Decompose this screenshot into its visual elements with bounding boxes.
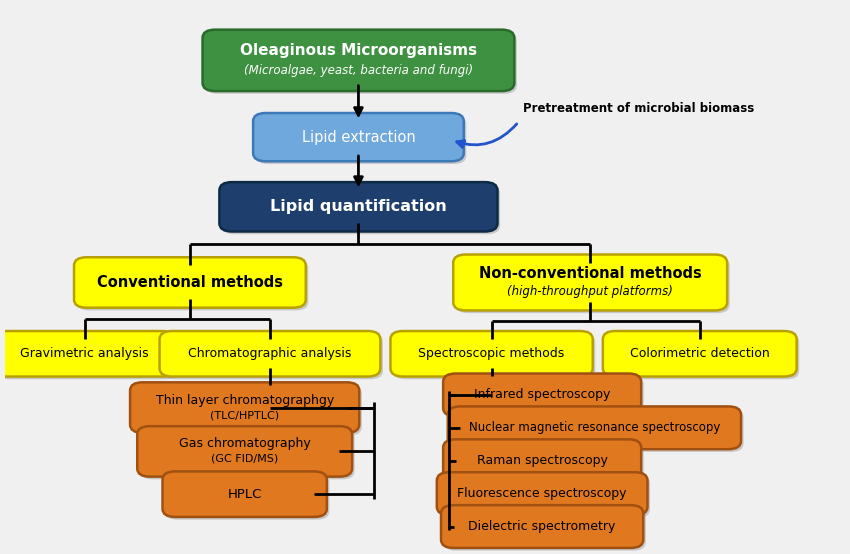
FancyBboxPatch shape <box>76 260 309 310</box>
FancyBboxPatch shape <box>441 505 643 548</box>
FancyBboxPatch shape <box>456 257 729 313</box>
FancyBboxPatch shape <box>450 409 744 452</box>
FancyBboxPatch shape <box>205 32 517 94</box>
Text: Gas chromatography: Gas chromatography <box>178 438 310 450</box>
FancyBboxPatch shape <box>162 334 382 379</box>
FancyBboxPatch shape <box>393 334 595 379</box>
FancyBboxPatch shape <box>253 113 464 161</box>
FancyBboxPatch shape <box>0 334 178 379</box>
Text: (TLC/HPTLC): (TLC/HPTLC) <box>210 410 280 420</box>
FancyBboxPatch shape <box>160 331 380 377</box>
Text: (Microalgae, yeast, bacteria and fungi): (Microalgae, yeast, bacteria and fungi) <box>244 64 473 77</box>
FancyBboxPatch shape <box>605 334 799 379</box>
Text: Colorimetric detection: Colorimetric detection <box>630 347 769 360</box>
Text: (high-throughput platforms): (high-throughput platforms) <box>507 285 673 297</box>
FancyBboxPatch shape <box>443 439 641 482</box>
FancyBboxPatch shape <box>603 331 796 377</box>
Text: Conventional methods: Conventional methods <box>97 275 283 290</box>
Text: Fluorescence spectroscopy: Fluorescence spectroscopy <box>457 487 627 500</box>
Text: Oleaginous Microorganisms: Oleaginous Microorganisms <box>240 43 477 58</box>
FancyBboxPatch shape <box>453 254 727 310</box>
Text: HPLC: HPLC <box>228 488 262 501</box>
FancyBboxPatch shape <box>137 426 352 476</box>
FancyBboxPatch shape <box>445 442 643 485</box>
Text: Infrared spectroscopy: Infrared spectroscopy <box>474 388 610 402</box>
FancyBboxPatch shape <box>202 30 514 91</box>
Text: Nuclear magnetic resonance spectroscopy: Nuclear magnetic resonance spectroscopy <box>468 422 720 434</box>
FancyBboxPatch shape <box>437 472 648 515</box>
Text: Non-conventional methods: Non-conventional methods <box>479 266 701 281</box>
FancyBboxPatch shape <box>130 382 360 433</box>
Text: Lipid extraction: Lipid extraction <box>302 130 416 145</box>
Text: Thin layer chromatographgy: Thin layer chromatographgy <box>156 393 334 407</box>
Text: Gravimetric analysis: Gravimetric analysis <box>20 347 149 360</box>
Text: Raman spectroscopy: Raman spectroscopy <box>477 454 608 467</box>
FancyBboxPatch shape <box>448 407 741 449</box>
FancyBboxPatch shape <box>443 373 641 416</box>
FancyBboxPatch shape <box>162 471 327 517</box>
FancyBboxPatch shape <box>390 331 592 377</box>
Text: (GC FID/MS): (GC FID/MS) <box>211 454 278 464</box>
FancyBboxPatch shape <box>439 475 650 518</box>
FancyBboxPatch shape <box>74 257 306 307</box>
Text: Pretreatment of microbial biomass: Pretreatment of microbial biomass <box>523 101 754 115</box>
FancyBboxPatch shape <box>165 474 329 520</box>
FancyBboxPatch shape <box>133 385 362 435</box>
Text: Chromatographic analysis: Chromatographic analysis <box>189 347 352 360</box>
FancyBboxPatch shape <box>139 429 354 479</box>
FancyBboxPatch shape <box>256 116 467 164</box>
FancyBboxPatch shape <box>445 376 643 419</box>
FancyBboxPatch shape <box>222 185 500 234</box>
FancyBboxPatch shape <box>444 508 646 551</box>
FancyBboxPatch shape <box>219 182 497 232</box>
Text: Dielectric spectrometry: Dielectric spectrometry <box>468 520 616 533</box>
Text: Lipid quantification: Lipid quantification <box>270 199 447 214</box>
Text: Spectroscopic methods: Spectroscopic methods <box>418 347 564 360</box>
FancyBboxPatch shape <box>0 331 175 377</box>
